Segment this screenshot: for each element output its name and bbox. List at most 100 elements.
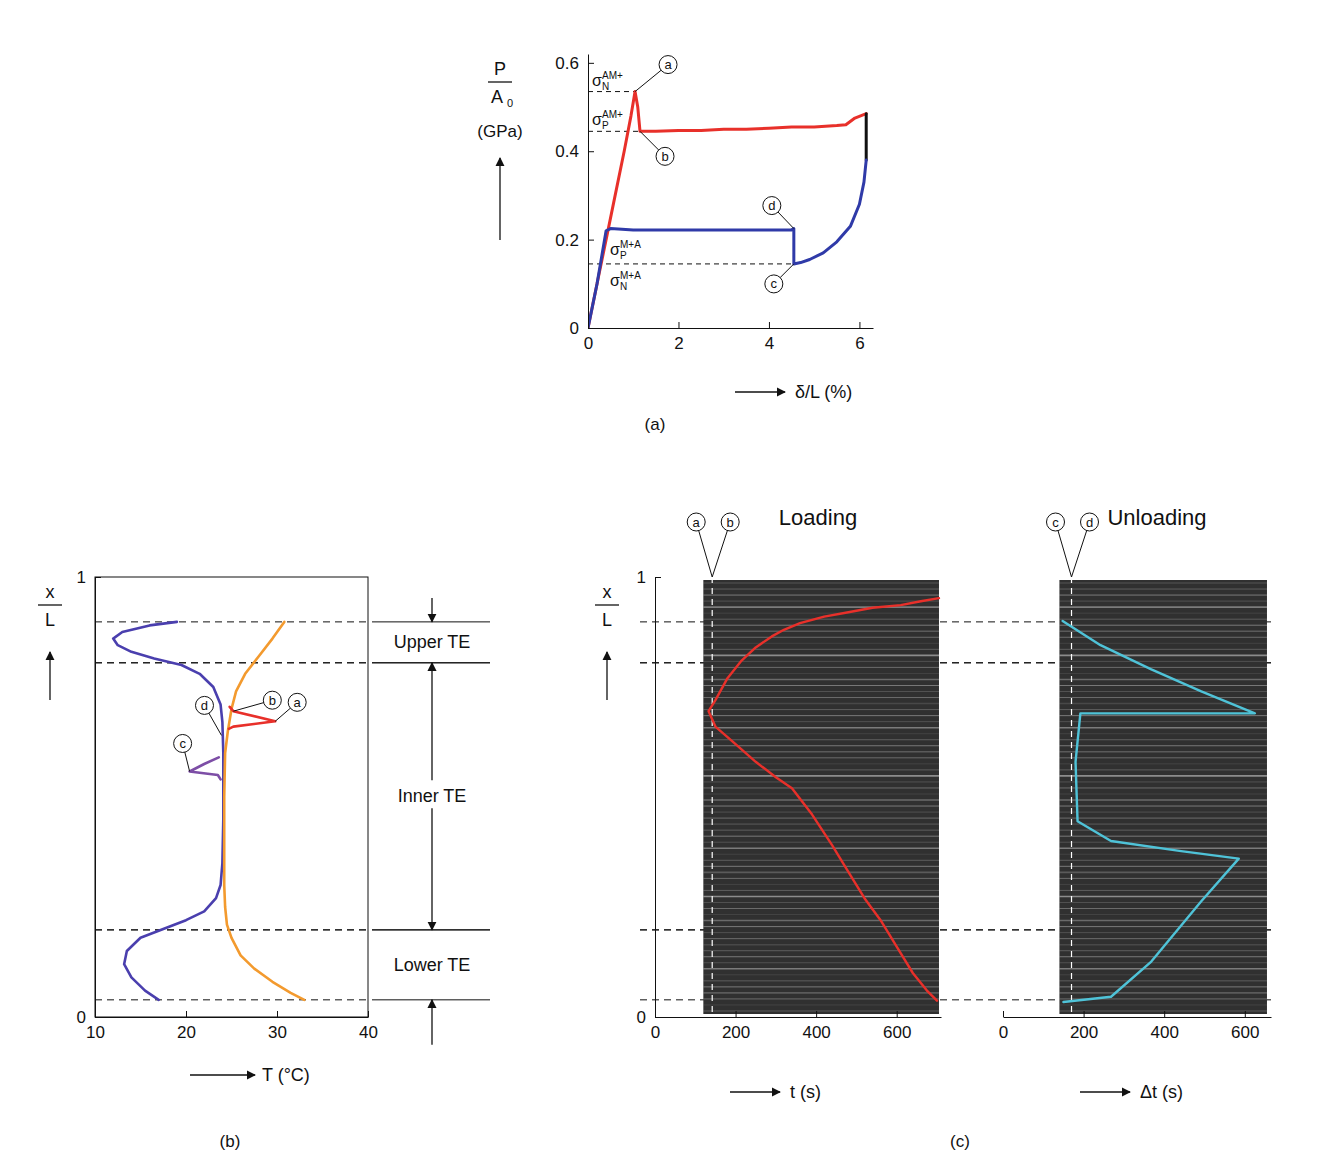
tick-label: 40	[359, 1023, 378, 1042]
image-texture	[703, 793, 939, 794]
level-label: N	[602, 81, 609, 92]
image-texture	[703, 685, 939, 686]
image-texture	[703, 625, 939, 626]
tick: 200	[722, 1011, 750, 1042]
image-texture	[703, 836, 939, 837]
label-circle	[763, 197, 781, 215]
tick-label: 1	[637, 568, 646, 587]
tick-mark	[897, 1011, 898, 1017]
region-line	[95, 662, 368, 663]
image-texture	[1059, 974, 1267, 975]
image-texture	[1059, 818, 1267, 819]
plot-area	[588, 92, 866, 328]
region-label: Lower TE	[394, 955, 471, 975]
tick-mark	[588, 151, 594, 152]
image-texture	[1059, 950, 1267, 951]
tick-mark	[588, 328, 594, 329]
image-texture	[1059, 938, 1267, 939]
image-texture	[703, 637, 939, 638]
image-texture	[1059, 595, 1267, 596]
image-texture	[1059, 806, 1267, 807]
plot-area	[703, 577, 939, 1017]
point-label: c	[179, 736, 186, 751]
image-texture	[1059, 775, 1267, 777]
image-texture	[703, 606, 939, 608]
image-texture	[1059, 1010, 1267, 1011]
image-texture	[703, 854, 939, 855]
image-texture	[1059, 980, 1267, 981]
caption: (b)	[220, 1132, 241, 1151]
image-texture	[1059, 697, 1267, 698]
image-texture	[703, 920, 939, 922]
image-texture	[1059, 896, 1267, 898]
axis-title: δ/L (%)	[795, 382, 852, 402]
image-texture	[703, 751, 939, 753]
image-texture	[703, 649, 939, 650]
plot-area	[113, 622, 304, 1000]
image-texture	[1059, 878, 1267, 879]
image-texture	[703, 884, 939, 885]
image-texture	[1059, 679, 1267, 681]
image-texture	[703, 872, 939, 874]
image-texture	[703, 986, 939, 987]
image-texture	[703, 655, 939, 657]
tick: 6	[855, 322, 864, 353]
image-texture	[703, 908, 939, 909]
image-texture	[1059, 685, 1267, 686]
label-circle	[1047, 513, 1065, 531]
image-texture	[703, 715, 939, 716]
curve	[224, 622, 304, 1000]
tick-mark	[95, 577, 101, 578]
image-texture	[1059, 992, 1267, 994]
image-texture	[703, 896, 939, 898]
image-texture	[703, 812, 939, 813]
image-texture	[703, 950, 939, 951]
axis-title: x	[46, 582, 55, 602]
point-label: a	[294, 695, 302, 710]
axis-line	[96, 1017, 369, 1018]
image-texture	[1059, 613, 1267, 614]
fraction-bar	[595, 604, 619, 605]
event-line	[1071, 577, 1072, 1017]
point-label: c	[1052, 515, 1059, 530]
arrow	[606, 652, 607, 700]
image-texture	[1059, 986, 1267, 987]
level-label: σ	[592, 111, 602, 128]
curve	[588, 92, 866, 328]
image-texture	[703, 799, 939, 801]
tick-label: 0	[584, 334, 593, 353]
region-line	[95, 929, 368, 930]
panel-c: 020040060001abLoadingt (s)0200400600cdUn…	[595, 505, 1272, 1151]
image-texture	[703, 595, 939, 596]
axis-title: L	[45, 610, 55, 630]
level-label: AM+	[602, 109, 623, 120]
arrow	[431, 808, 432, 930]
label-circle	[765, 275, 783, 293]
image-texture	[703, 667, 939, 668]
region-line	[372, 929, 490, 930]
tick-mark	[678, 322, 679, 328]
image-texture	[703, 763, 939, 764]
tick-label: 400	[802, 1023, 830, 1042]
image-texture	[1059, 932, 1267, 933]
tick-mark	[769, 322, 770, 328]
panel-title: Loading	[779, 505, 857, 530]
tick-label: 0	[77, 1008, 86, 1027]
image-texture	[703, 673, 939, 674]
tick: 400	[802, 1011, 830, 1042]
label-circle	[1081, 513, 1099, 531]
image-texture	[1059, 836, 1267, 837]
panel-b: Upper TEInner TELower TE1020304001abcdxL…	[38, 568, 490, 1151]
image-texture	[1059, 920, 1267, 922]
label-circle	[721, 513, 739, 531]
fraction-bar	[38, 604, 62, 605]
axis-line	[589, 328, 874, 329]
tick-label: 20	[177, 1023, 196, 1042]
image-texture	[1059, 962, 1267, 963]
tick-label: 200	[722, 1023, 750, 1042]
caption: (c)	[950, 1132, 970, 1151]
image-texture	[703, 589, 939, 590]
arrow	[431, 1000, 432, 1045]
image-texture	[1059, 661, 1267, 662]
image-texture	[1059, 619, 1267, 620]
